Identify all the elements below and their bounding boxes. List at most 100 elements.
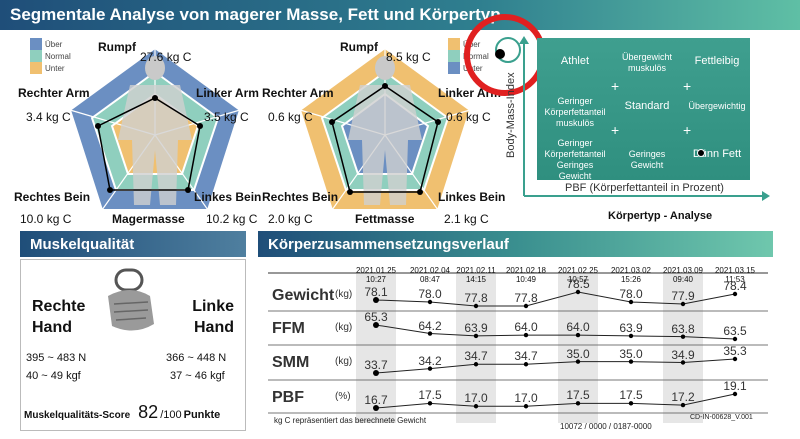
history-title-bar: Körperzusammensetzungsverlauf <box>258 231 773 257</box>
history-point <box>732 391 738 397</box>
grid-plus-3: + <box>611 122 620 138</box>
lean-left-arm-label: Linker Arm <box>196 86 259 100</box>
history-point <box>523 332 529 338</box>
lean-left-leg-label: Linkes Bein <box>194 190 262 204</box>
history-value: 17.0 <box>514 391 538 406</box>
lean-right-arm-label: Rechter Arm <box>18 86 90 100</box>
muscle-panel-border <box>20 259 246 431</box>
grid-plus-2: + <box>683 78 692 94</box>
history-value: 78.5 <box>566 277 590 291</box>
history-point <box>628 333 634 339</box>
history-point <box>575 332 581 338</box>
grid-plus-1: + <box>611 78 620 94</box>
bodytype-cell-duenn-fett: Dünn Fett <box>692 148 742 160</box>
history-value: 17.5 <box>418 388 442 403</box>
lean-left-leg-value: 10.2 kg C <box>206 212 258 226</box>
history-line <box>375 393 736 409</box>
history-point <box>523 404 529 409</box>
fat-right-arm-value: 0.6 kg C <box>268 110 313 124</box>
history-date: 2021.01.25 10:27 <box>355 266 397 284</box>
history-row-label: SMM <box>272 354 310 371</box>
legend-fat: Über Normal Unter <box>448 38 489 74</box>
history-version: CD-IN-00628_V.001 <box>690 414 753 421</box>
history-date: 2021.02.11 14:15 <box>456 266 496 284</box>
score-max: /100 <box>160 409 182 421</box>
history-date: 2021.03.02 15:26 <box>610 266 652 284</box>
history-point <box>628 359 634 364</box>
segmental-title: Segmentale Analyse von magerer Masse, Fe… <box>10 5 501 24</box>
history-date: 2021.03.09 09:40 <box>662 266 704 284</box>
history-value: 17.5 <box>566 388 590 403</box>
column-band <box>663 273 703 423</box>
fat-center-label: Fettmasse <box>355 212 415 226</box>
fat-right-arm-label: Rechter Arm <box>262 86 334 100</box>
bodytype-caption: Körpertyp - Analyse <box>608 210 713 222</box>
history-value: 77.8 <box>514 291 538 305</box>
history-value: 33.7 <box>364 358 388 372</box>
fat-trunk-label: Rumpf <box>340 40 378 54</box>
lean-left-arm-value: 3.5 kg C <box>204 110 249 124</box>
history-value: 35.0 <box>566 346 590 361</box>
hand-grip-icon <box>108 268 154 331</box>
history-line <box>375 324 736 340</box>
fat-right-leg-label: Rechtes Bein <box>262 190 339 204</box>
history-row-unit: (kg) <box>335 356 353 367</box>
history-line <box>375 291 736 307</box>
history-date: 2021.02.04 08:47 <box>409 266 451 284</box>
history-value: 17.0 <box>464 391 488 406</box>
fat-left-leg-value: 2.1 kg C <box>444 212 489 226</box>
history-point <box>732 356 738 362</box>
lean-right-arm-value: 3.4 kg C <box>26 110 71 124</box>
history-row-unit: (%) <box>335 391 351 402</box>
bodytype-x-axis-label: PBF (Körperfettanteil in Prozent) <box>565 182 724 194</box>
history-value: 34.9 <box>671 347 695 362</box>
lean-trunk-value: 27.6 kg C <box>140 50 192 64</box>
history-value: 64.2 <box>418 318 442 333</box>
history-point <box>523 362 529 367</box>
column-band <box>558 273 598 423</box>
history-row-unit: (kg) <box>335 289 353 300</box>
muscle-title: Muskelqualität <box>30 235 135 253</box>
history-point <box>473 303 479 309</box>
lean-radar-chart <box>68 46 242 211</box>
history-value: 63.8 <box>671 321 695 336</box>
history-value: 64.0 <box>514 320 538 335</box>
history-value: 17.2 <box>671 390 695 405</box>
history-point <box>628 401 634 406</box>
history-point <box>427 366 433 371</box>
score-value: 82 <box>138 402 159 422</box>
history-point <box>373 370 379 376</box>
history-point <box>373 297 379 303</box>
bodytype-grid <box>537 38 750 180</box>
history-point <box>373 322 379 328</box>
history-value: 63.9 <box>619 320 643 335</box>
history-footnote: kg C repräsentiert das berechnete Gewich… <box>274 416 427 425</box>
history-value: 34.7 <box>464 349 488 364</box>
history-date: 2021.02.18 10:49 <box>505 266 547 284</box>
bodytype-cell-geringer-kfa-geringes-gewicht: Geringer Körperfettanteil Geringes Gewic… <box>544 138 606 181</box>
history-value: 77.8 <box>464 291 488 305</box>
fat-right-leg-value: 2.0 kg C <box>268 212 313 226</box>
history-point <box>680 360 686 365</box>
history-value: 78.0 <box>418 287 442 301</box>
history-code: 10072 / 0000 / 0187-0000 <box>560 422 652 431</box>
fat-trunk-value: 8.5 kg C <box>386 50 431 64</box>
bodytype-cell-athlet: Athlet <box>560 55 590 67</box>
muscle-title-bar: Muskelqualität <box>20 231 246 257</box>
history-value: 63.9 <box>464 320 488 335</box>
history-point <box>680 402 686 408</box>
history-point <box>473 362 479 367</box>
segmental-title-bar: Segmentale Analyse von magerer Masse, Fe… <box>0 0 800 30</box>
bodytype-cell-geringer-kfa-muskuloes: Geringer Körperfettanteil muskulös <box>544 96 606 128</box>
history-value: 78.0 <box>619 287 643 301</box>
lean-center-label: Magermasse <box>112 212 185 226</box>
bodytype-cell-standard: Standard <box>624 100 670 112</box>
left-hand-label: Linke Hand <box>192 298 234 336</box>
lean-right-leg-value: 10.0 kg C <box>20 212 72 226</box>
right-n-range: 395 ~ 483 N <box>26 352 87 364</box>
history-value: 78.1 <box>364 285 388 299</box>
history-value: 19.1 <box>723 379 747 393</box>
history-point <box>628 299 634 305</box>
history-point <box>680 301 686 307</box>
history-value: 64.0 <box>566 320 590 335</box>
